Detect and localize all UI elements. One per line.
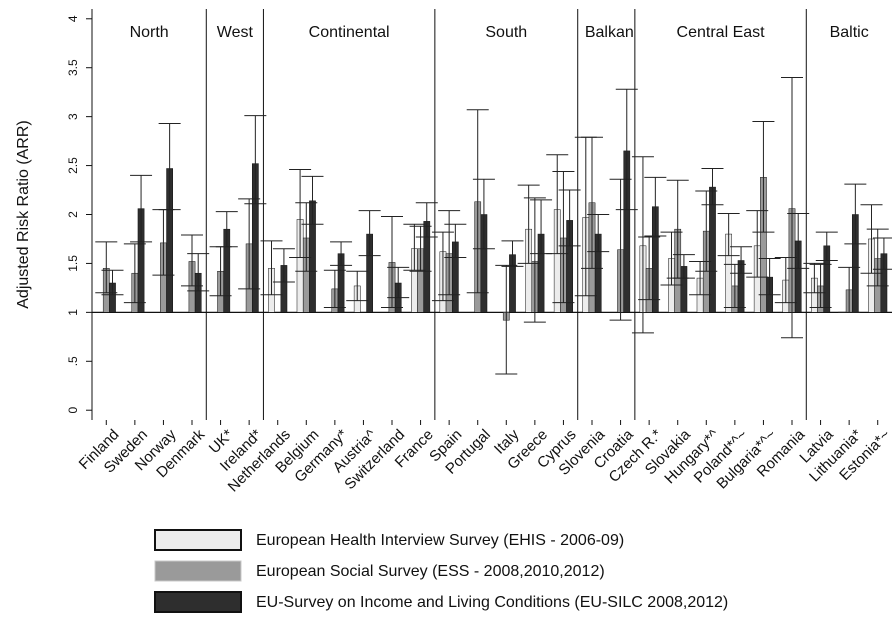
y-tick-label: 1 bbox=[66, 309, 80, 316]
region-label-balkan: Balkan bbox=[585, 24, 634, 41]
legend-swatch-s1 bbox=[155, 530, 241, 550]
legend-swatch-s3 bbox=[155, 592, 241, 612]
y-tick-label: 3 bbox=[66, 113, 80, 120]
y-tick-label: 3.5 bbox=[66, 59, 80, 76]
region-label-central-east: Central East bbox=[677, 24, 766, 41]
y-axis-title: Adjusted Risk Ratio (ARR) bbox=[15, 120, 32, 309]
y-tick-label: 4 bbox=[66, 15, 80, 22]
y-tick-label: 1.5 bbox=[66, 255, 80, 272]
region-label-baltic: Baltic bbox=[830, 24, 869, 41]
region-label-west: West bbox=[217, 24, 254, 41]
region-label-south: South bbox=[485, 24, 527, 41]
legend-swatch-s2 bbox=[155, 561, 241, 581]
legend-label-s1: European Health Interview Survey (EHIS -… bbox=[256, 532, 624, 549]
y-tick-label: 2 bbox=[66, 211, 80, 218]
legend-label-s2: European Social Survey (ESS - 2008,2010,… bbox=[256, 563, 605, 580]
y-tick-label: 0 bbox=[66, 407, 80, 414]
region-label-north: North bbox=[130, 24, 169, 41]
legend-label-s3: EU-Survey on Income and Living Condition… bbox=[256, 594, 728, 611]
region-label-continental: Continental bbox=[309, 24, 390, 41]
y-tick-label: 2.5 bbox=[66, 157, 80, 174]
bar-hungary-s3 bbox=[709, 187, 715, 312]
y-tick-label: .5 bbox=[66, 356, 80, 366]
